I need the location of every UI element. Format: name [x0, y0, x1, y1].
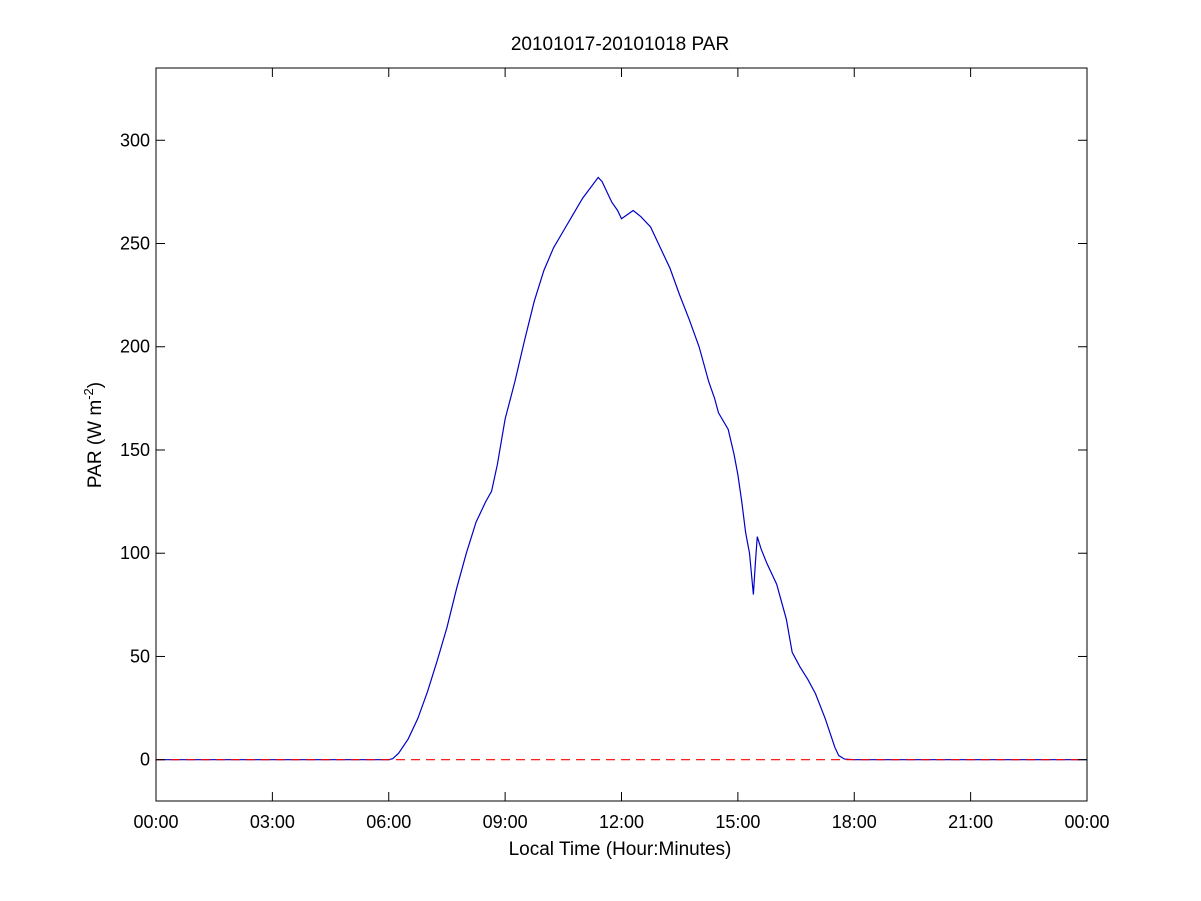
- ticks-layer: [155, 67, 1088, 802]
- y-axis-title-tail: ): [85, 382, 106, 388]
- x-tick-label: 15:00: [715, 812, 760, 832]
- x-tick-label: 03:00: [250, 812, 295, 832]
- x-axis-title: Local Time (Hour:Minutes): [509, 839, 732, 860]
- y-tick-label: 300: [120, 130, 150, 150]
- plot-background: [156, 68, 1087, 801]
- x-tick-label: 00:00: [133, 812, 178, 832]
- x-tick-label: 09:00: [483, 812, 528, 832]
- y-axis-title-sup: -2: [81, 388, 96, 400]
- series-layer: [156, 176, 1087, 761]
- x-tick-label: 00:00: [1064, 812, 1109, 832]
- y-axis-title: PAR (W m-2): [81, 382, 106, 488]
- chart-title: 20101017-20101018 PAR: [511, 34, 729, 55]
- x-tick-label: 12:00: [599, 812, 644, 832]
- y-tick-label: 0: [140, 750, 150, 770]
- x-tick-label: 21:00: [948, 812, 993, 832]
- y-axis-title-main: PAR (W m: [85, 400, 106, 488]
- x-tick-label: 06:00: [366, 812, 411, 832]
- par-series-line: [156, 176, 1087, 761]
- y-tick-label: 200: [120, 337, 150, 357]
- y-tick-label: 100: [120, 543, 150, 563]
- tick-labels: 00:00 03:00 06:00 09:00 12:00 15:00 18:00 21:00…: [120, 130, 1110, 832]
- plot-area: [156, 68, 1087, 801]
- y-tick-label: 50: [130, 646, 150, 666]
- x-tick-label: 18:00: [832, 812, 877, 832]
- y-tick-label: 250: [120, 234, 150, 254]
- y-tick-label: 150: [120, 440, 150, 460]
